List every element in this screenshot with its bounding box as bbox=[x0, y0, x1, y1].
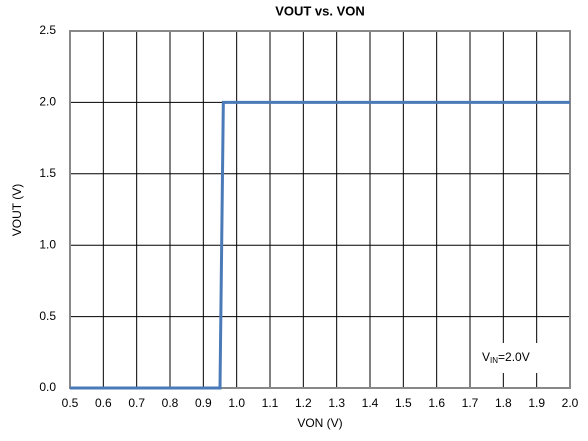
x-tick-label: 1.1 bbox=[262, 396, 279, 410]
x-tick-label: 1.0 bbox=[228, 396, 245, 410]
y-tick-label: 0.5 bbox=[39, 309, 56, 323]
x-tick-label: 1.2 bbox=[295, 396, 312, 410]
x-tick-label: 0.7 bbox=[128, 396, 145, 410]
y-tick-label: 2.5 bbox=[39, 23, 56, 37]
y-tick-label: 0.0 bbox=[39, 380, 56, 394]
annotation-part: V bbox=[482, 350, 490, 364]
x-tick-label: 0.6 bbox=[95, 396, 112, 410]
annotation-part: IN bbox=[490, 356, 498, 365]
line bbox=[70, 100, 570, 390]
y-tick-label: 1.5 bbox=[39, 166, 56, 180]
x-tick-label: 1.7 bbox=[462, 396, 479, 410]
x-tick-label: 1.4 bbox=[362, 396, 379, 410]
annotation-part: =2.0V bbox=[498, 350, 530, 364]
x-tick-label: 1.3 bbox=[328, 396, 345, 410]
y-tick-label: 1.0 bbox=[39, 237, 56, 251]
x-tick-label: 2.0 bbox=[562, 396, 579, 410]
chart-title: VOUT vs. VON bbox=[275, 3, 365, 18]
annotation: VIN=2.0V bbox=[482, 350, 530, 365]
x-tick-label: 1.6 bbox=[428, 396, 445, 410]
x-tick-label: 0.5 bbox=[62, 396, 79, 410]
plot-frame bbox=[69, 30, 571, 389]
x-tick-label: 0.9 bbox=[195, 396, 212, 410]
y-tick-label: 2.0 bbox=[39, 95, 56, 109]
x-axis-label: VON (V) bbox=[297, 416, 342, 430]
annotation-box bbox=[474, 343, 546, 373]
y-axis-label: VOUT (V) bbox=[10, 184, 24, 236]
x-tick-label: 1.8 bbox=[495, 396, 512, 410]
x-tick-label: 1.5 bbox=[395, 396, 412, 410]
x-tick-label: 1.9 bbox=[528, 396, 545, 410]
x-tick-label: 0.8 bbox=[162, 396, 179, 410]
